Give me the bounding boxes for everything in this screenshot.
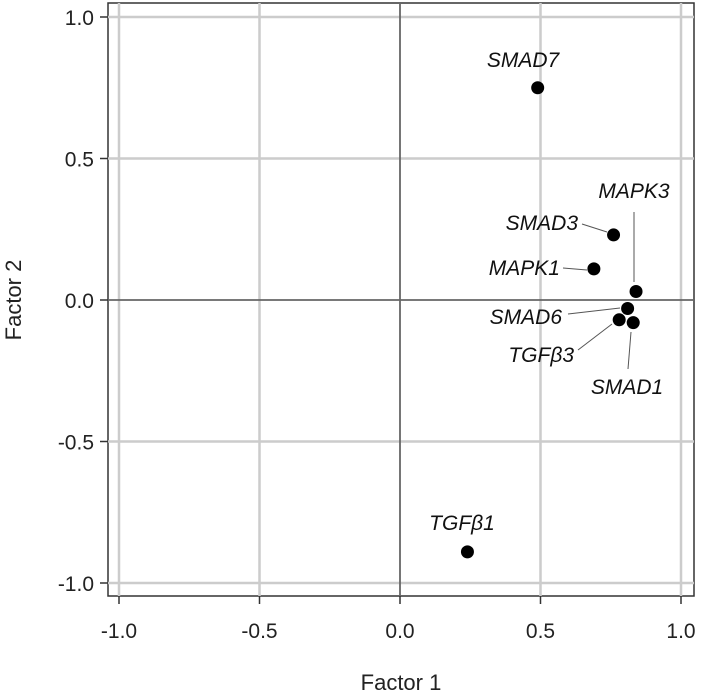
label-leader-lines xyxy=(562,212,635,370)
y-tick-label: 1.0 xyxy=(65,7,94,30)
data-point xyxy=(626,316,640,330)
label-leader-line xyxy=(567,307,621,315)
data-point xyxy=(612,313,626,327)
point-label: SMAD1 xyxy=(591,376,663,399)
point-label: MAPK1 xyxy=(489,257,560,280)
grid-lines xyxy=(108,3,694,596)
x-tick-label: 1.0 xyxy=(666,620,695,643)
label-leader-line xyxy=(581,223,608,233)
point-labels: SMAD7 MAPK3 SMAD3 MAPK1 SMAD6 TGFβ3 SMAD1 TGFβ1 xyxy=(429,49,670,535)
data-point xyxy=(460,545,474,559)
data-point xyxy=(629,285,643,299)
axis-ticks: -1.0 -0.5 0.0 0.5 1.0 -1.0 -0.5 0.0 0.5 1.0 xyxy=(58,7,696,643)
label-leader-line xyxy=(562,267,588,271)
x-tick-label: 0.0 xyxy=(385,620,414,643)
y-tick-label: -0.5 xyxy=(58,432,94,455)
x-tick-label: -1.0 xyxy=(101,620,137,643)
x-tick-label: -0.5 xyxy=(241,620,277,643)
point-label: SMAD3 xyxy=(506,212,579,235)
label-leader-line xyxy=(627,331,632,370)
data-point xyxy=(531,81,545,95)
point-label: MAPK3 xyxy=(598,180,670,203)
y-tick-label: -1.0 xyxy=(58,573,94,596)
point-label: SMAD6 xyxy=(490,306,563,329)
x-tick-label: 0.5 xyxy=(526,620,555,643)
label-leader-line xyxy=(577,323,613,351)
point-label: TGFβ3 xyxy=(508,344,574,367)
data-point xyxy=(587,262,601,276)
data-points xyxy=(460,81,643,559)
data-point xyxy=(621,301,635,315)
y-tick-label: 0.5 xyxy=(65,149,94,172)
y-axis-label: Factor 2 xyxy=(1,260,26,341)
point-label: SMAD7 xyxy=(487,49,561,72)
zero-lines xyxy=(108,3,694,596)
data-point xyxy=(607,228,621,242)
x-axis-label: Factor 1 xyxy=(361,670,442,695)
point-label: TGFβ1 xyxy=(429,512,495,535)
y-tick-label: 0.0 xyxy=(65,290,94,313)
